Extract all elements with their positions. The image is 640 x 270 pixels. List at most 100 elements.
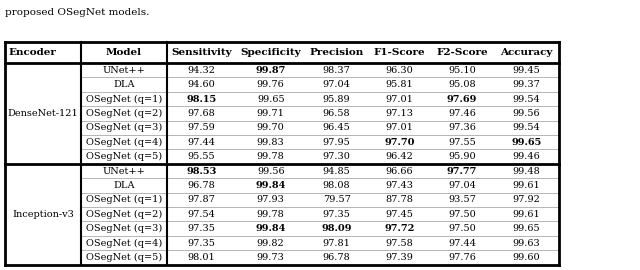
Text: 97.93: 97.93	[257, 195, 285, 204]
Text: DLA: DLA	[113, 80, 134, 89]
Text: 97.01: 97.01	[385, 123, 413, 132]
Text: 99.76: 99.76	[257, 80, 285, 89]
Text: 97.35: 97.35	[188, 238, 216, 248]
Text: 97.04: 97.04	[448, 181, 476, 190]
Text: 95.08: 95.08	[448, 80, 476, 89]
Text: OSegNet (q=5): OSegNet (q=5)	[86, 253, 162, 262]
Text: 97.43: 97.43	[385, 181, 413, 190]
Text: proposed OSegNet models.: proposed OSegNet models.	[5, 8, 150, 17]
Text: 97.01: 97.01	[385, 94, 413, 103]
Text: 97.39: 97.39	[385, 253, 413, 262]
Text: OSegNet (q=3): OSegNet (q=3)	[86, 224, 162, 233]
Text: 97.46: 97.46	[448, 109, 476, 118]
Text: 99.60: 99.60	[513, 253, 540, 262]
Text: 99.84: 99.84	[255, 224, 286, 233]
Text: 94.60: 94.60	[188, 80, 216, 89]
Text: 99.54: 99.54	[513, 123, 540, 132]
Text: 97.44: 97.44	[448, 238, 476, 248]
Text: 95.90: 95.90	[448, 152, 476, 161]
Text: 95.81: 95.81	[385, 80, 413, 89]
Text: 97.44: 97.44	[188, 138, 216, 147]
Text: 99.78: 99.78	[257, 210, 285, 219]
Text: 96.58: 96.58	[323, 109, 351, 118]
Text: OSegNet (q=2): OSegNet (q=2)	[86, 109, 162, 118]
Text: 96.42: 96.42	[385, 152, 413, 161]
Text: 97.92: 97.92	[513, 195, 540, 204]
Text: 97.50: 97.50	[448, 224, 476, 233]
Text: Model: Model	[106, 48, 142, 57]
Text: 96.78: 96.78	[323, 253, 351, 262]
Text: Accuracy: Accuracy	[500, 48, 552, 57]
Text: 99.54: 99.54	[513, 94, 540, 103]
Text: Specificity: Specificity	[241, 48, 301, 57]
Text: 99.87: 99.87	[255, 66, 286, 75]
Text: 98.09: 98.09	[321, 224, 352, 233]
Text: 99.37: 99.37	[513, 80, 540, 89]
Text: 99.45: 99.45	[513, 66, 540, 75]
Text: 95.55: 95.55	[188, 152, 216, 161]
Text: 99.48: 99.48	[513, 167, 540, 176]
Text: 99.65: 99.65	[257, 94, 285, 103]
Text: 96.30: 96.30	[385, 66, 413, 75]
Text: 97.35: 97.35	[188, 224, 216, 233]
Text: 97.36: 97.36	[448, 123, 476, 132]
Text: 93.57: 93.57	[448, 195, 476, 204]
Text: Encoder: Encoder	[9, 48, 57, 57]
Text: OSegNet (q=2): OSegNet (q=2)	[86, 210, 162, 219]
Text: 97.87: 97.87	[188, 195, 216, 204]
Text: 97.13: 97.13	[385, 109, 413, 118]
Text: OSegNet (q=1): OSegNet (q=1)	[86, 195, 162, 204]
Text: 98.08: 98.08	[323, 181, 351, 190]
Text: 98.53: 98.53	[186, 167, 217, 176]
Text: 96.78: 96.78	[188, 181, 216, 190]
Text: 98.01: 98.01	[188, 253, 216, 262]
Text: 97.45: 97.45	[385, 210, 413, 219]
Text: OSegNet (q=4): OSegNet (q=4)	[86, 238, 162, 248]
Text: 98.15: 98.15	[186, 94, 217, 103]
Text: 97.95: 97.95	[323, 138, 351, 147]
Text: 99.73: 99.73	[257, 253, 285, 262]
Text: 97.35: 97.35	[323, 210, 351, 219]
Text: OSegNet (q=1): OSegNet (q=1)	[86, 94, 162, 104]
Text: 99.56: 99.56	[513, 109, 540, 118]
Text: 97.59: 97.59	[188, 123, 216, 132]
Text: 95.10: 95.10	[448, 66, 476, 75]
Text: 97.58: 97.58	[385, 238, 413, 248]
Text: OSegNet (q=3): OSegNet (q=3)	[86, 123, 162, 132]
Text: 99.82: 99.82	[257, 238, 285, 248]
Text: 97.72: 97.72	[384, 224, 415, 233]
Text: 97.77: 97.77	[447, 167, 477, 176]
Text: 99.65: 99.65	[513, 224, 540, 233]
Text: F2-Score: F2-Score	[436, 48, 488, 57]
Text: 99.78: 99.78	[257, 152, 285, 161]
Text: 99.71: 99.71	[257, 109, 285, 118]
Text: 99.63: 99.63	[513, 238, 540, 248]
Text: 97.68: 97.68	[188, 109, 216, 118]
Text: 98.37: 98.37	[323, 66, 351, 75]
Text: 99.61: 99.61	[513, 210, 540, 219]
Text: 97.50: 97.50	[448, 210, 476, 219]
Text: 97.55: 97.55	[448, 138, 476, 147]
Text: 99.61: 99.61	[513, 181, 540, 190]
Text: 97.30: 97.30	[323, 152, 351, 161]
Text: OSegNet (q=4): OSegNet (q=4)	[86, 138, 162, 147]
Text: 99.70: 99.70	[257, 123, 285, 132]
Text: UNet++: UNet++	[102, 167, 145, 176]
Text: Inception-v3: Inception-v3	[12, 210, 74, 219]
Text: 97.81: 97.81	[323, 238, 351, 248]
Text: 99.83: 99.83	[257, 138, 285, 147]
Text: 94.85: 94.85	[323, 167, 351, 176]
Text: Sensitivity: Sensitivity	[172, 48, 232, 57]
Text: 99.56: 99.56	[257, 167, 285, 176]
Text: 99.84: 99.84	[255, 181, 286, 190]
Text: DLA: DLA	[113, 181, 134, 190]
Text: 87.78: 87.78	[385, 195, 413, 204]
Text: DenseNet-121: DenseNet-121	[8, 109, 78, 118]
Text: 97.04: 97.04	[323, 80, 351, 89]
Text: 97.70: 97.70	[384, 138, 415, 147]
Text: OSegNet (q=5): OSegNet (q=5)	[86, 152, 162, 161]
Text: 97.76: 97.76	[448, 253, 476, 262]
Text: F1-Score: F1-Score	[374, 48, 425, 57]
Text: 94.32: 94.32	[188, 66, 216, 75]
Text: 96.45: 96.45	[323, 123, 351, 132]
